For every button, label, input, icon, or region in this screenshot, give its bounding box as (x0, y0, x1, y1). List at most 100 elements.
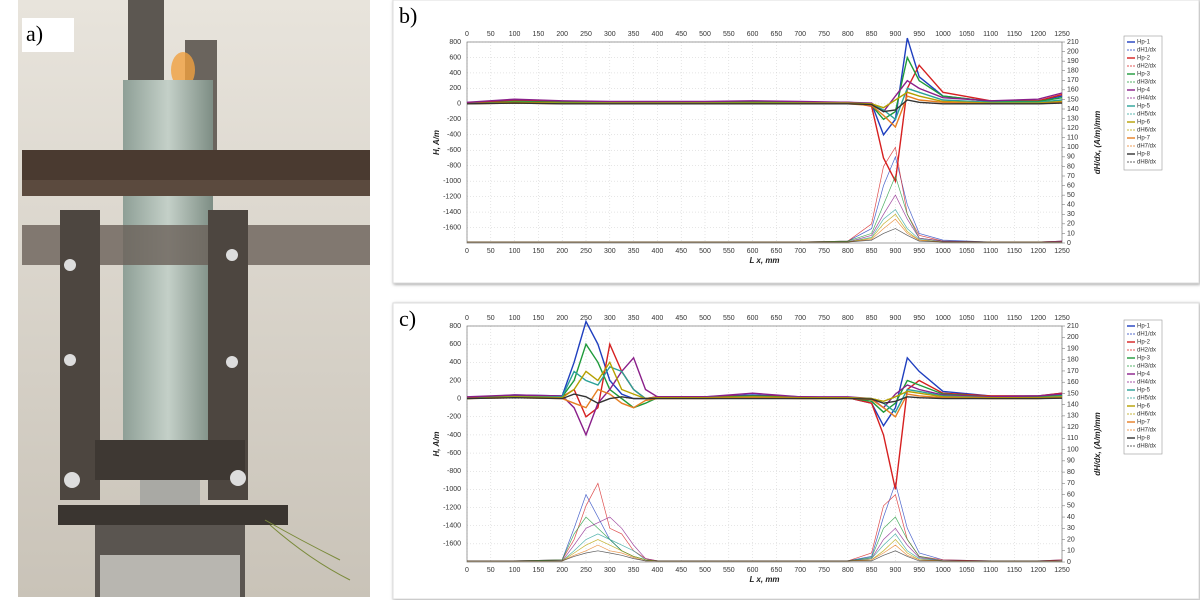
gauge (230, 470, 246, 486)
y2-tick-label: 170 (1067, 368, 1079, 375)
x-tick-label: 500 (699, 567, 711, 574)
x-tick-label: 550 (723, 567, 735, 574)
legend-label: Hp-4 (1137, 372, 1151, 378)
y2-tick-label: 160 (1067, 87, 1079, 94)
y-tick-label: -1200 (443, 504, 461, 511)
y2-tick-label: 110 (1067, 135, 1078, 142)
y-tick-label: 800 (449, 323, 461, 330)
x-tick-label: 800 (842, 248, 854, 255)
x-tick-label: 250 (580, 248, 592, 255)
x-tick-label: 850 (866, 248, 878, 255)
x-tick-label: 200 (556, 567, 568, 574)
x-tick-label: 50 (487, 567, 495, 574)
y2-tick-label: 0 (1067, 240, 1071, 247)
y2-tick-label: 170 (1067, 77, 1079, 84)
plot-frame (466, 41, 1063, 244)
chart-panel: b)00505010010015015020020025025030030035… (392, 0, 1200, 284)
x-axis-label: L x, mm (749, 575, 779, 584)
x-tick-label-top: 250 (580, 315, 592, 322)
x-tick-label-top: 50 (487, 31, 495, 38)
x-tick-label-top: 1000 (935, 315, 951, 322)
legend-label: Hp-5 (1137, 104, 1151, 110)
derivative-line (467, 228, 1062, 243)
x-tick-label-top: 1200 (1030, 315, 1046, 322)
legend-label: Hp-2 (1137, 340, 1151, 346)
gauge (64, 354, 76, 366)
x-tick-label-top: 200 (556, 315, 568, 322)
y-tick-label: -600 (447, 147, 461, 154)
legend-label: Hp-3 (1137, 356, 1151, 362)
gauge (64, 259, 76, 271)
x-tick-label-top: 750 (818, 31, 830, 38)
x-tick-label-top: 150 (533, 315, 545, 322)
y2-tick-label: 70 (1067, 480, 1075, 487)
y2-tick-label: 180 (1067, 357, 1079, 364)
legend-label: Hp-5 (1137, 388, 1151, 394)
legend-label: Hp-8 (1137, 436, 1151, 442)
gauge (64, 472, 80, 488)
y2-tick-label: 210 (1067, 39, 1079, 46)
legend-label: dH6/dx (1137, 412, 1156, 418)
y-tick-label: -1000 (443, 178, 461, 185)
x-tick-label: 1250 (1054, 248, 1070, 255)
legend-label: dH3/dx (1137, 80, 1156, 86)
legend-label: dH8/dx (1137, 160, 1156, 166)
x-tick-label: 1200 (1030, 248, 1046, 255)
y2-tick-label: 120 (1067, 125, 1079, 132)
legend-label: Hp-6 (1137, 404, 1151, 410)
stand-box (100, 555, 240, 597)
y-tick-label: -800 (447, 163, 461, 170)
x-tick-label-top: 600 (747, 31, 759, 38)
x-tick-label-top: 300 (604, 31, 616, 38)
x-tick-label-top: 350 (628, 315, 640, 322)
x-tick-label-top: 450 (675, 31, 687, 38)
x-tick-label-top: 450 (675, 315, 687, 322)
y2-tick-label: 70 (1067, 173, 1075, 180)
y2-tick-label: 0 (1067, 559, 1071, 566)
x-tick-label-top: 50 (487, 315, 495, 322)
x-tick-label: 850 (866, 567, 878, 574)
x-tick-label-top: 1050 (959, 31, 975, 38)
y2-tick-label: 30 (1067, 525, 1075, 532)
x-tick-label-top: 600 (747, 315, 759, 322)
y2-tick-label: 140 (1067, 106, 1079, 113)
y2-tick-label: 190 (1067, 58, 1079, 65)
y2-tick-label: 110 (1067, 435, 1078, 442)
y-tick-label: -200 (447, 414, 461, 421)
x-tick-label-top: 950 (913, 31, 925, 38)
x-tick-label: 1050 (959, 567, 975, 574)
photo: a) (18, 0, 370, 597)
y-tick-label: -200 (447, 116, 461, 123)
y-tick-label: 400 (449, 70, 461, 77)
x-tick-label-top: 400 (652, 31, 664, 38)
y-tick-label: 0 (457, 395, 461, 402)
derivative-line (467, 550, 1062, 562)
x-tick-label: 200 (556, 248, 568, 255)
x-tick-label-top: 1250 (1054, 31, 1070, 38)
x-tick-label-top: 700 (794, 315, 806, 322)
y-tick-label: -800 (447, 468, 461, 475)
base (95, 440, 245, 480)
x-tick-label: 900 (890, 248, 902, 255)
field-line (466, 360, 1063, 403)
field-line (466, 356, 1063, 437)
x-tick-label-top: 1100 (983, 31, 998, 38)
y2-tick-label: 200 (1067, 48, 1079, 55)
cable (264, 519, 351, 581)
y-tick-label: 0 (457, 101, 461, 108)
x-tick-label-top: 0 (465, 315, 469, 322)
x-tick-label: 1200 (1030, 567, 1046, 574)
x-tick-label: 1150 (1007, 248, 1022, 255)
y2-tick-label: 80 (1067, 469, 1075, 476)
y2-tick-label: 150 (1067, 96, 1079, 103)
legend-label: dH6/dx (1137, 128, 1156, 134)
frame-left (60, 210, 100, 500)
y2-tick-label: 20 (1067, 536, 1075, 543)
panel-label: c) (399, 306, 416, 331)
x-tick-label: 900 (890, 567, 902, 574)
x-tick-label: 350 (628, 567, 640, 574)
x-tick-label-top: 100 (509, 31, 521, 38)
plot-frame (466, 325, 1063, 563)
y2-tick-label: 120 (1067, 424, 1079, 431)
